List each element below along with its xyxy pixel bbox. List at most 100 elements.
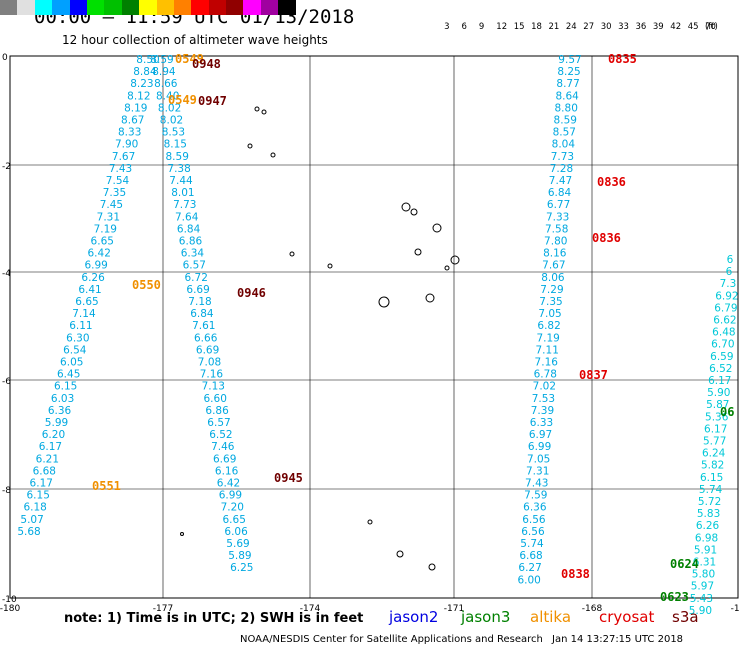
legend-label: 30 bbox=[600, 22, 612, 32]
island-outline bbox=[428, 563, 436, 571]
wave-height-tracks: 8.508.848.238.128.198.678.337.907.677.43… bbox=[17, 54, 738, 617]
swh-value: 7.35 bbox=[103, 187, 126, 199]
swh-value: 6.99 bbox=[528, 441, 551, 453]
swh-value: 8.40 bbox=[156, 90, 179, 102]
swh-value: 8.16 bbox=[543, 248, 567, 260]
swh-value: 6.03 bbox=[51, 393, 74, 405]
swh-value: 6.26 bbox=[696, 520, 720, 532]
pass-time-label: 0551 bbox=[92, 479, 121, 493]
swh-value: 6.84 bbox=[190, 308, 214, 320]
lat-tick-label: 0 bbox=[2, 53, 8, 63]
island-outline bbox=[444, 265, 450, 271]
swh-value: 7.13 bbox=[202, 381, 225, 393]
swh-value: 6.84 bbox=[548, 187, 572, 199]
swh-value: 8.02 bbox=[158, 102, 181, 114]
swh-value: 6.65 bbox=[75, 296, 98, 308]
swh-value: 6.84 bbox=[177, 223, 201, 235]
swh-value: 6.17 bbox=[39, 441, 62, 453]
pass-time-label: 0838 bbox=[561, 567, 590, 581]
swh-value: 6.52 bbox=[209, 429, 232, 441]
pass-time-label: 0947 bbox=[198, 94, 227, 108]
mission-label: jason3 bbox=[461, 608, 511, 626]
swh-value: 7.47 bbox=[549, 175, 572, 187]
lon-tick-label: -16 bbox=[731, 604, 740, 614]
swh-value: 6.92 bbox=[715, 290, 738, 302]
swh-value: 6.20 bbox=[42, 429, 65, 441]
swh-value: 6.82 bbox=[537, 320, 560, 332]
swh-value: 6.41 bbox=[78, 284, 101, 296]
swh-value: 6.65 bbox=[91, 236, 114, 248]
swh-value: 5.68 bbox=[17, 526, 40, 538]
legend-label: 36 bbox=[635, 22, 647, 32]
swh-value: 5.43 bbox=[690, 593, 713, 605]
island-outline bbox=[425, 293, 435, 303]
legend-swatch bbox=[34, 0, 53, 15]
legend-swatch bbox=[226, 0, 244, 15]
swh-value: 6.97 bbox=[529, 429, 552, 441]
swh-value: 6.66 bbox=[194, 332, 218, 344]
lat-tick-label: -10 bbox=[2, 595, 17, 605]
swh-value: 7.05 bbox=[538, 308, 561, 320]
frame-border bbox=[9, 55, 739, 599]
legend-swatch bbox=[104, 0, 122, 15]
swh-value: 5.83 bbox=[697, 508, 720, 520]
track-B: 8.598.948.668.408.028.028.538.158.597.38… bbox=[150, 54, 253, 574]
swh-value: 8.67 bbox=[121, 115, 144, 127]
swh-value: 5.74 bbox=[699, 484, 723, 496]
swh-value: 8.15 bbox=[164, 139, 187, 151]
mission-label: cryosat bbox=[599, 608, 655, 626]
legend-swatch bbox=[156, 0, 174, 15]
swh-value: 5.36 bbox=[705, 411, 729, 423]
swh-value: 8.25 bbox=[557, 66, 580, 78]
swh-value: 6.54 bbox=[63, 344, 87, 356]
swh-value: 8.64 bbox=[555, 90, 579, 102]
map-axes: 0 -2 -4 -6 -8 -10-180 -177 -174 -171 -168 -16 bbox=[0, 53, 740, 614]
swh-value: 6.16 bbox=[215, 465, 239, 477]
swh-value: 7.44 bbox=[169, 175, 193, 187]
swh-value: 6.17 bbox=[30, 478, 53, 490]
legend-swatch bbox=[278, 0, 296, 15]
legend-swatch bbox=[86, 0, 105, 15]
swh-value: 6.30 bbox=[66, 332, 89, 344]
swh-value: 5.80 bbox=[692, 569, 715, 581]
swh-value: 6.42 bbox=[217, 478, 240, 490]
swh-value: 8.53 bbox=[162, 127, 185, 139]
swh-value: 8.66 bbox=[154, 78, 178, 90]
swh-value: 5.90 bbox=[707, 387, 730, 399]
timestamp: Jan 14 13:27:15 UTC 2018 bbox=[552, 634, 684, 645]
lon-tick-label: -171 bbox=[444, 604, 464, 614]
legend-label: 18 bbox=[531, 22, 542, 32]
swh-value: 7.59 bbox=[524, 490, 547, 502]
swh-value: 5.97 bbox=[691, 581, 714, 593]
pass-time-label: 0623 bbox=[660, 590, 689, 604]
legend-label: 3 bbox=[444, 22, 450, 32]
legend-swatch bbox=[52, 0, 70, 15]
swh-value: 6.86 bbox=[179, 236, 203, 248]
swh-value: 6 bbox=[726, 266, 733, 278]
swh-value: 5.72 bbox=[698, 496, 721, 508]
swh-value: 6.79 bbox=[714, 302, 737, 314]
swh-value: 7.33 bbox=[546, 211, 569, 223]
lon-tick-label: -177 bbox=[153, 604, 173, 614]
pass-time-label: 0948 bbox=[192, 57, 221, 71]
swh-value: 7.19 bbox=[94, 223, 117, 235]
swh-value: 6.78 bbox=[534, 369, 557, 381]
swh-value: 6.15 bbox=[700, 472, 723, 484]
swh-value: 7.61 bbox=[192, 320, 215, 332]
swh-value: 7.20 bbox=[221, 502, 244, 514]
swh-value: 6.52 bbox=[709, 363, 732, 375]
island-outline bbox=[414, 248, 422, 256]
pass-time-label: 0549 bbox=[175, 52, 204, 66]
swh-value: 6.25 bbox=[230, 562, 253, 574]
swh-value: 6.68 bbox=[519, 550, 542, 562]
legend-label: 12 bbox=[496, 22, 508, 32]
swh-value: 6.57 bbox=[183, 260, 206, 272]
swh-value: 8.77 bbox=[556, 78, 579, 90]
swh-value: 6.05 bbox=[60, 357, 83, 369]
swh-value: 9.57 bbox=[558, 54, 581, 66]
swh-value: 8.33 bbox=[118, 127, 141, 139]
legend-swatch bbox=[139, 0, 157, 15]
island-outline bbox=[367, 519, 373, 525]
lon-tick-label: -180 bbox=[0, 604, 20, 614]
